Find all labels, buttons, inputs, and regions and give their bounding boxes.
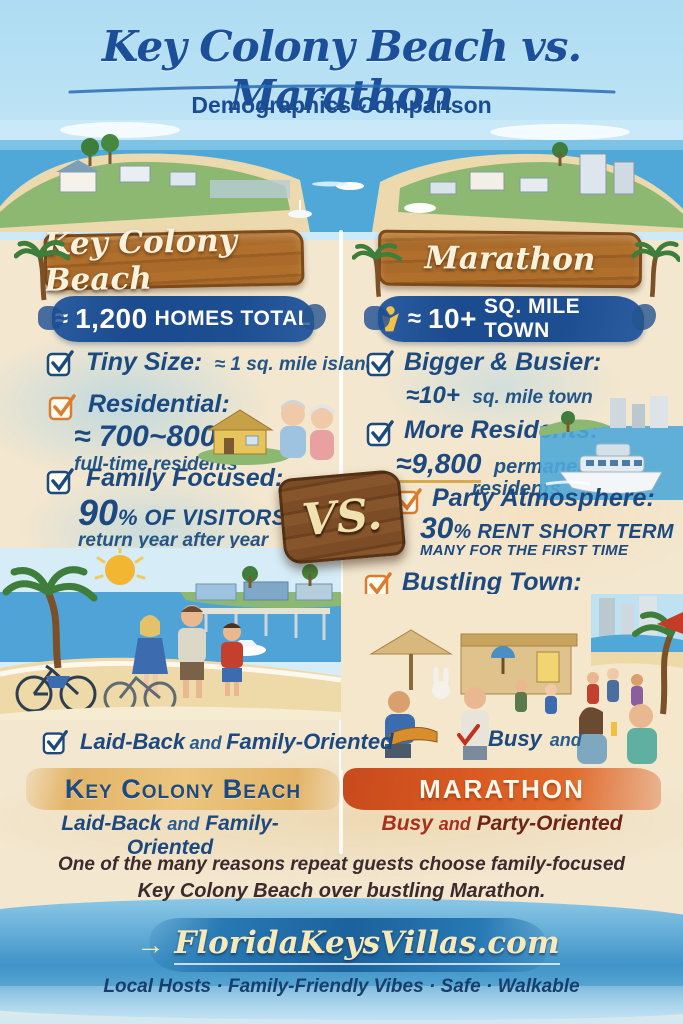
title-underline-swoosh (68, 84, 616, 94)
right-shortterm-detail: MANY FOR THE FIRST TIME (420, 542, 629, 559)
value-caption: % OF VISITORS (118, 505, 287, 530)
value-number: 90 (78, 492, 119, 533)
left-sign-label: Key Colony Beach (43, 222, 238, 299)
aerial-islands-illustration (0, 120, 683, 232)
left-caption: Laid-Back and Family-Oriented (20, 812, 320, 860)
person-icon (381, 306, 399, 332)
right-size-detail: ≈10+ sq. mile town (406, 382, 593, 410)
beach-family-illustration (0, 548, 341, 720)
approx-symbol: ≈ (407, 305, 421, 332)
right-size-value: 10+ (427, 303, 477, 334)
right-bottom-banner: MARATHON (343, 768, 661, 810)
footer-tagline: Local Hosts · Family-Friendly Vibes · Sa… (103, 976, 580, 997)
checkbox-icon (42, 730, 68, 755)
vs-badge: VS. (277, 468, 407, 566)
verdict-text: Family-Oriented (226, 729, 394, 754)
right-sign-marathon: Marathon (377, 229, 643, 289)
left-stat-banner: ≈ 1,200 HOMES TOTAL (38, 296, 326, 342)
value-number: 30 (420, 512, 454, 545)
right-stat-banner: ≈ 10+ SQ. MILE TOWN (364, 295, 656, 342)
item-title: Bigger & Busier: (404, 348, 602, 376)
item-title: Residential: (88, 390, 230, 418)
caption-text: Party-Oriented (476, 812, 623, 835)
bottom-water-streak (0, 986, 683, 1024)
left-homes-value: 1,200 (75, 303, 148, 334)
item-title: Family Focused: (86, 464, 284, 492)
left-homes-label: HOMES TOTAL (154, 307, 312, 330)
checkbox-icon (366, 350, 394, 377)
caption-text: Family-Oriented (126, 812, 279, 859)
left-visitors-detail: return year after year (78, 530, 269, 551)
right-sign-label: Marathon (424, 240, 596, 278)
website-banner[interactable]: → FloridaKeysVillas.com (136, 918, 560, 972)
page-subtitle: Demographics Comparison (191, 92, 492, 118)
verdict-and: and (189, 733, 222, 753)
right-caption: Busy and Party-Oriented (352, 812, 652, 836)
right-item-bigger-busier: Bigger & Busier: (404, 348, 601, 377)
left-item-residential: Residential: (88, 390, 230, 419)
item-title: Party Atmosphere: (432, 484, 655, 512)
right-item-party-atmosphere: Party Atmosphere: (432, 484, 655, 513)
right-size-label: SQ. MILE TOWN (483, 295, 581, 342)
value-number: ≈10+ (406, 382, 460, 409)
house-couple-illustration (198, 400, 334, 465)
approx-symbol: ≈ (54, 305, 69, 332)
value-caption: % RENT SHORT TERM (453, 521, 674, 543)
palm-tree-icon (352, 243, 402, 298)
right-item-bustling-town: Bustling Town: (402, 568, 582, 597)
palm-tree-icon (631, 241, 680, 298)
value-number: ≈9,800 (396, 448, 482, 483)
verdict-and: and (549, 730, 582, 750)
item-title: Bustling Town: (402, 568, 582, 596)
checkbox-icon (46, 468, 74, 495)
palm-tree-icon (14, 240, 70, 301)
left-sign-key-colony-beach: Key Colony Beach (43, 223, 305, 299)
caption-text: Laid-Back (61, 812, 162, 835)
verdict-text: Laid-Back (80, 729, 186, 754)
left-residents-detail: full-time residents (74, 454, 238, 475)
closing-message-line1: One of the many reasons repeat guests ch… (58, 854, 625, 875)
page-title: Key Colony Beach vs. Marathon (101, 22, 582, 120)
left-verdict-row: Laid-Back and Family-Oriented (42, 728, 394, 756)
item-detail: ≈ 1 sq. mile island (214, 354, 378, 375)
left-bottom-banner: Key Colony Beach (26, 768, 340, 810)
beach-bar-crowd-illustration (341, 594, 683, 770)
checkbox-icon (48, 394, 76, 421)
checkbox-icon (46, 350, 74, 377)
caption-and: and (167, 814, 200, 834)
caption-and: and (438, 814, 471, 834)
item-title: Tiny Size: (86, 348, 203, 376)
boat-city-illustration (540, 396, 683, 500)
value-caption: sq. mile town (472, 387, 593, 408)
left-bottom-banner-label: Key Colony Beach (64, 773, 302, 804)
checkbox-icon (366, 420, 394, 447)
closing-message-line2: Key Colony Beach over bustling Marathon. (137, 880, 546, 902)
arrow-icon: → (136, 929, 165, 960)
left-residents-value: ≈ 700~800 (74, 420, 217, 453)
vs-label: VS. (300, 488, 384, 546)
right-shortterm-value: 30% RENT SHORT TERM (420, 512, 674, 546)
left-item-tiny-size: Tiny Size: ≈ 1 sq. mile island (86, 348, 377, 377)
website-url[interactable]: FloridaKeysVillas.com (174, 925, 560, 965)
verdict-text: Busy (488, 726, 542, 751)
left-visitors-value: 90% OF VISITORS (78, 492, 287, 534)
right-verdict-row: Busy and (456, 724, 582, 752)
right-bottom-banner-label: MARATHON (419, 773, 585, 804)
right-residents-detail2: residents (472, 478, 561, 500)
red-check-icon (457, 724, 480, 746)
caption-text: Busy (381, 812, 433, 835)
left-item-family-focused: Family Focused: (86, 464, 283, 493)
